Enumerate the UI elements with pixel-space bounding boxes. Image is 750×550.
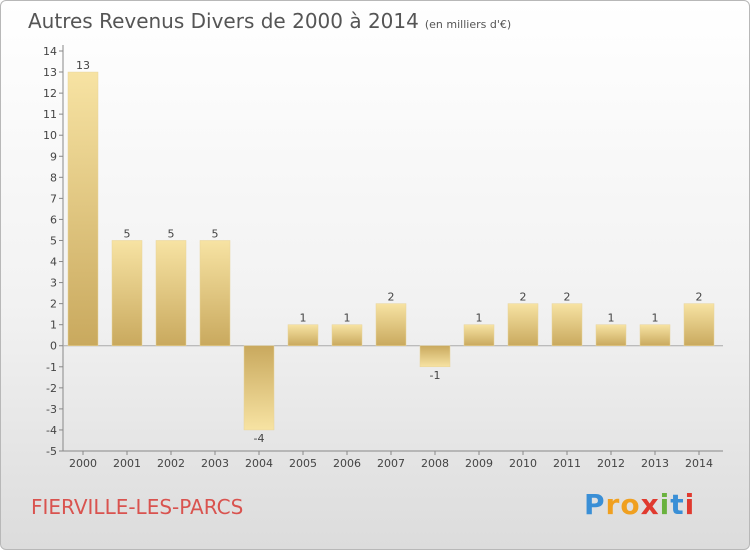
y-tick-label: 9 (50, 150, 57, 163)
y-tick-label: -2 (46, 382, 57, 395)
x-tick-label-2010: 2010 (509, 457, 537, 470)
x-tick-label-2004: 2004 (245, 457, 273, 470)
chart-bars (67, 71, 715, 431)
value-label-2008: -1 (430, 369, 441, 382)
y-tick-label: 11 (43, 108, 57, 121)
value-label-2002: 5 (168, 227, 175, 240)
x-tick-label-2006: 2006 (333, 457, 361, 470)
y-tick-label: -3 (46, 403, 57, 416)
y-tick-label: 2 (50, 298, 57, 311)
y-tick-label: 14 (43, 45, 57, 58)
value-label-2011: 2 (564, 291, 571, 304)
y-tick-label: -5 (46, 445, 57, 458)
y-tick-label: 5 (50, 234, 57, 247)
y-tick-label: 4 (50, 256, 57, 269)
bar-2006 (331, 324, 363, 346)
value-label-2006: 1 (344, 312, 351, 325)
x-tick-label-2009: 2009 (465, 457, 493, 470)
bar-2000 (67, 71, 99, 346)
value-label-2004: -4 (254, 432, 265, 445)
y-tick-label: 3 (50, 277, 57, 290)
y-tick-label: 0 (50, 340, 57, 353)
logo-letter: o (620, 488, 641, 521)
bar-2008 (419, 345, 451, 368)
chart-unit-note: (en milliers d'€) (424, 18, 512, 31)
chart-title: Autres Revenus Divers de 2000 à 2014 (en … (28, 9, 511, 33)
x-tick-label-2011: 2011 (553, 457, 581, 470)
y-tick-label: 6 (50, 213, 57, 226)
value-label-2007: 2 (388, 291, 395, 304)
logo-letter: i (659, 488, 671, 521)
bar-2012 (595, 324, 627, 346)
logo-letter: t (670, 488, 685, 521)
x-tick-label-2007: 2007 (377, 457, 405, 470)
logo-letter: r (605, 488, 621, 521)
y-tick-label: 7 (50, 192, 57, 205)
bar-2010 (507, 303, 539, 346)
bar-2014 (683, 303, 715, 346)
x-tick-label-2003: 2003 (201, 457, 229, 470)
value-label-2009: 1 (476, 312, 483, 325)
logo-letter: x (640, 488, 660, 521)
y-tick-label: 10 (43, 129, 57, 142)
chart-labels: 13 2000 5 2001 5 2002 5 2003 -4 2004 1 2005 1 2006 2 20… (69, 59, 713, 470)
x-tick-label-2005: 2005 (289, 457, 317, 470)
bar-2011 (551, 303, 583, 346)
bar-2003 (199, 240, 231, 346)
x-tick-label-2013: 2013 (641, 457, 669, 470)
y-tick-label: -1 (46, 361, 57, 374)
value-label-2012: 1 (608, 312, 615, 325)
x-tick-label-2008: 2008 (421, 457, 449, 470)
bar-2004 (243, 345, 275, 431)
x-tick-label-2002: 2002 (157, 457, 185, 470)
value-label-2005: 1 (300, 312, 307, 325)
value-label-2003: 5 (212, 227, 219, 240)
x-tick-label-2012: 2012 (597, 457, 625, 470)
value-label-2014: 2 (696, 291, 703, 304)
bar-2005 (287, 324, 319, 346)
value-label-2001: 5 (124, 227, 131, 240)
x-tick-label-2014: 2014 (685, 457, 713, 470)
logo-letter: i (684, 488, 696, 521)
value-label-2010: 2 (520, 291, 527, 304)
x-tick-label-2000: 2000 (69, 457, 97, 470)
proxiti-logo: Proxiti (584, 488, 695, 521)
value-label-2013: 1 (652, 312, 659, 325)
y-tick-label: 1 (50, 319, 57, 332)
bar-2009 (463, 324, 495, 346)
chart-title-text: Autres Revenus Divers de 2000 à 2014 (28, 9, 419, 33)
bar-2001 (111, 240, 143, 346)
bar-2007 (375, 303, 407, 346)
bar-2002 (155, 240, 187, 346)
value-label-2000: 13 (76, 59, 90, 72)
bar-2013 (639, 324, 671, 346)
logo-letter: P (584, 488, 606, 521)
x-tick-label-2001: 2001 (113, 457, 141, 470)
y-tick-label: -4 (46, 424, 57, 437)
commune-name: FIERVILLE-LES-PARCS (31, 495, 244, 519)
y-tick-label: 13 (43, 66, 57, 79)
y-tick-label: 12 (43, 87, 57, 100)
y-tick-label: 8 (50, 171, 57, 184)
